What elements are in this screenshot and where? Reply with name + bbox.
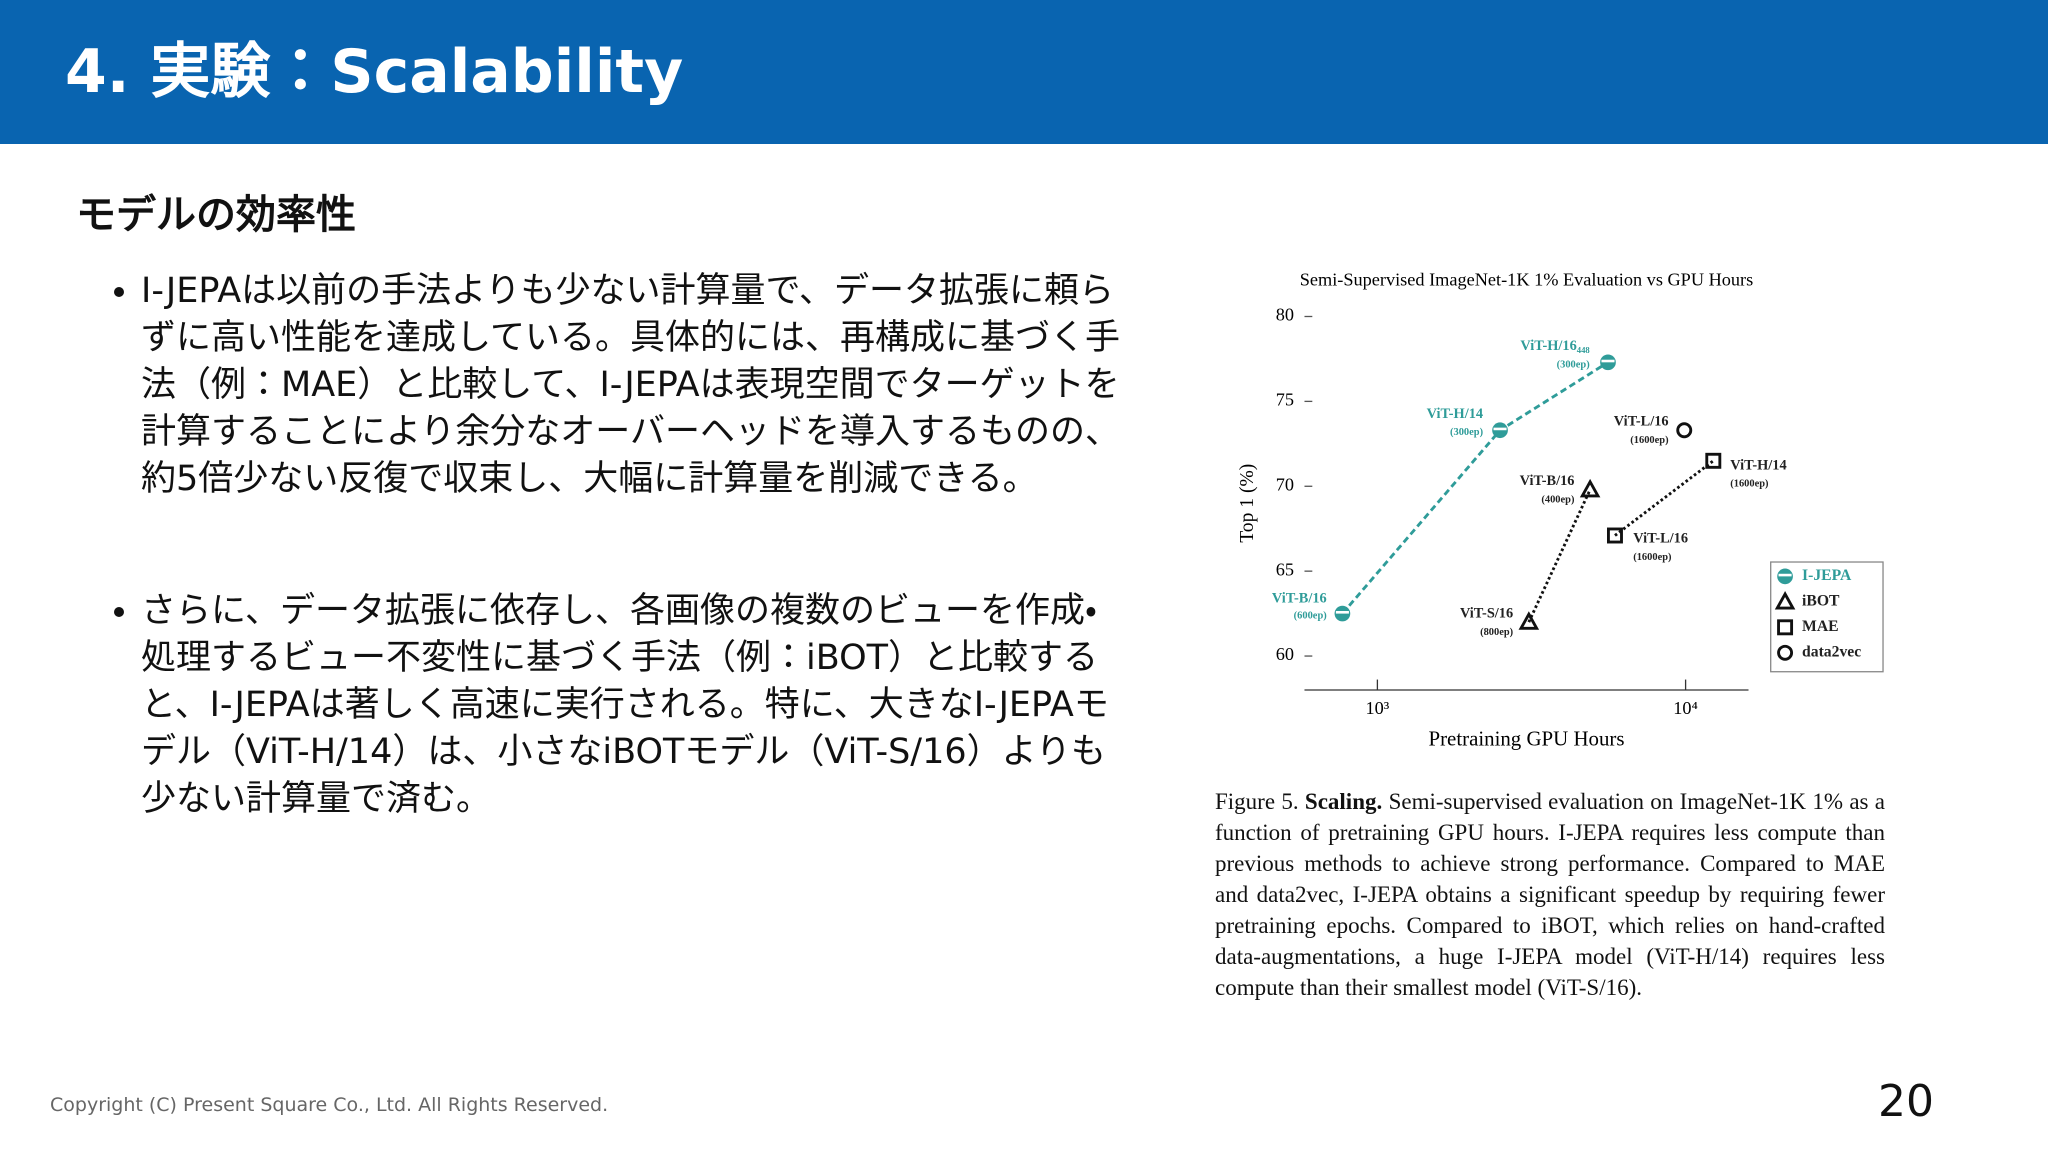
- series-line: [1614, 459, 1715, 537]
- legend-label: MAE: [1802, 618, 1839, 635]
- header-bar: 4. 実験：Scalability: [0, 0, 2048, 144]
- point-sublabel: (400ep): [1541, 495, 1575, 506]
- point-label: ViT-B/16: [1272, 591, 1327, 607]
- point-sublabel: (1600ep): [1630, 435, 1669, 446]
- y-tick-label: 60: [1276, 644, 1294, 664]
- chart: Semi-Supervised ImageNet-1K 1% Evaluatio…: [1237, 269, 1884, 751]
- marker: [1777, 619, 1794, 636]
- marker: [1777, 644, 1794, 661]
- copyright: Copyright (C) Present Square Co., Ltd. A…: [50, 1094, 609, 1116]
- x-tick-label: 10⁴: [1673, 698, 1698, 718]
- x-tick-label: 10³: [1366, 698, 1390, 718]
- point-sublabel: (1600ep): [1633, 552, 1672, 563]
- series-line: [1527, 489, 1592, 623]
- y-tick-label: 75: [1276, 390, 1294, 410]
- marker: [1579, 478, 1601, 498]
- legend-label: data2vec: [1802, 643, 1861, 660]
- marker: [1607, 527, 1623, 544]
- marker: [1705, 452, 1722, 469]
- caption-text: Semi-supervised evaluation on ImageNet-1…: [1215, 789, 1885, 1000]
- point-sublabel: (300ep): [1450, 427, 1484, 438]
- y-axis-label: Top 1 (%): [1237, 464, 1258, 543]
- y-tick-label: 65: [1276, 559, 1294, 579]
- chart-title: Semi-Supervised ImageNet-1K 1% Evaluatio…: [1300, 269, 1754, 289]
- y-tick-label: 80: [1276, 305, 1294, 325]
- point-label: ViT-H/14: [1427, 406, 1483, 422]
- legend-label: iBOT: [1802, 592, 1840, 609]
- x-axis-label: Pretraining GPU Hours: [1429, 727, 1625, 751]
- point-sublabel: (800ep): [1480, 627, 1514, 638]
- legend-label: I-JEPA: [1802, 567, 1852, 584]
- point-sublabel: (600ep): [1294, 611, 1328, 622]
- figure-caption: Figure 5. Scaling. Semi-supervised evalu…: [1215, 786, 1885, 1003]
- slide-title: 4. 実験：Scalability: [65, 37, 684, 107]
- page-number: 20: [1878, 1076, 1934, 1127]
- bullet: I-JEPAは以前の手法よりも少ない計算量で、データ拡張に頼らずに高い性能を達成…: [141, 268, 1131, 503]
- point-label: ViT-H/16₄₄₈: [1520, 338, 1590, 354]
- marker: [1676, 422, 1693, 439]
- bullet: さらに、データ拡張に依存し、各画像の複数のビューを作成・処理するビュー不変性に基…: [141, 588, 1131, 823]
- point-sublabel: (1600ep): [1730, 479, 1769, 490]
- marker: [1774, 591, 1796, 610]
- point-label: ViT-H/14: [1730, 457, 1786, 473]
- caption-bold: Scaling.: [1304, 789, 1383, 814]
- point-label: ViT-L/16: [1614, 414, 1669, 430]
- caption-label: Figure 5.: [1215, 789, 1299, 814]
- point-label: ViT-S/16: [1460, 606, 1513, 622]
- section-heading: モデルの効率性: [76, 192, 356, 238]
- bullet-list: I-JEPAは以前の手法よりも少ない計算量で、データ拡張に頼らずに高い性能を達成…: [98, 268, 1131, 908]
- point-sublabel: (300ep): [1557, 359, 1591, 370]
- point-label: ViT-B/16: [1520, 473, 1575, 489]
- point-label: ViT-L/16: [1633, 531, 1688, 547]
- marker: [1518, 611, 1540, 630]
- y-tick-label: 70: [1276, 474, 1294, 494]
